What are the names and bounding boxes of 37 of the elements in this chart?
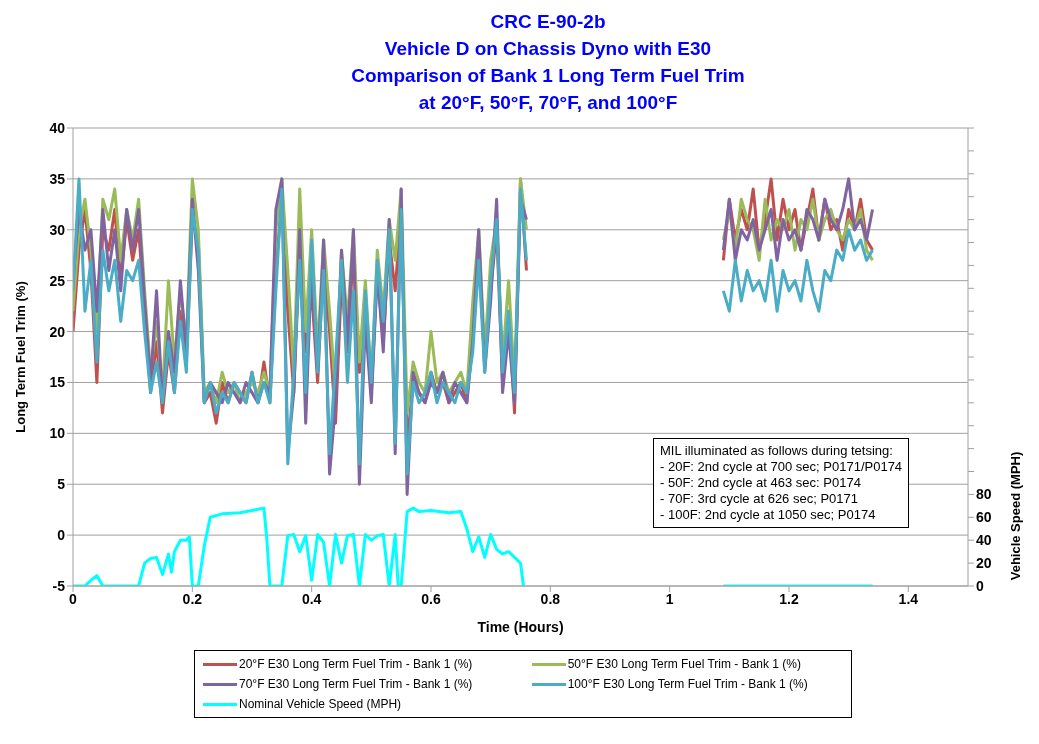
- annotation: - 20F: 2nd cycle at 700 sec; P0171/P0174: [660, 459, 903, 475]
- annotation: - 50F: 2nd cycle at 463 sec: P0174: [660, 475, 862, 491]
- annotation: - 100F: 2nd cycle at 1050 sec; P0174: [660, 507, 877, 523]
- x-axis-title: Time (Hours): [477, 619, 564, 635]
- legend-label: 20°F E30 Long Term Fuel Trim - Bank 1 (%): [239, 657, 473, 671]
- y2-axis-title: Vehicle Speed (MPH): [1008, 451, 1023, 581]
- y2-tick-label: 0: [976, 577, 984, 594]
- y-tick-label: 40: [49, 119, 66, 136]
- chart-title: CRC E-90-2b Vehicle D on Chassis Dyno with E30 Comparison of Bank 1 Long Term Fuel Trim at 20°F, 50°F, 70°F, and 100°F: [350, 10, 746, 115]
- x-tick-label: 1.2: [779, 590, 799, 607]
- legend-label: 50°F E30 Long Term Fuel Trim - Bank 1 (%): [567, 657, 801, 671]
- x-tick-label: 1.4: [898, 590, 919, 607]
- y-tick-label: 30: [49, 221, 66, 238]
- x-tick-label: 0.2: [182, 590, 203, 607]
- y-tick-label: 15: [49, 374, 66, 391]
- y-tick-label: 5: [57, 476, 66, 493]
- y-tick-label: 35: [49, 170, 66, 187]
- y-axis-title: Long Term Fuel Trim (%): [12, 281, 28, 433]
- annotation: - 70F: 3rd cycle at 626 sec; P0171: [660, 491, 859, 507]
- y-tick-label: 10: [49, 425, 66, 442]
- y-tick-label: 20: [49, 323, 66, 340]
- y2-tick-label: 40: [976, 532, 992, 549]
- x-tick-label: 0.8: [540, 590, 561, 607]
- legend-label: Nominal Vehicle Speed (MPH): [239, 697, 402, 711]
- legend-label: 70°F E30 Long Term Fuel Trim - Bank 1 (%): [239, 677, 473, 691]
- x-tick-label: 1: [665, 590, 674, 607]
- annotation: MIL illuminated as follows during tetsing:: [660, 443, 894, 459]
- x-tick-label: 0.4: [301, 590, 322, 607]
- x-tick-label: 0.6: [421, 590, 441, 607]
- legend-label: 100°F E30 Long Term Fuel Trim - Bank 1 (%): [567, 677, 808, 691]
- y2-tick-label: 60: [976, 509, 992, 526]
- y-tick-label: 0: [57, 527, 66, 544]
- x-tick-label: 0: [69, 590, 78, 607]
- y-tick-label: -5: [52, 577, 66, 594]
- y2-tick-label: 80: [976, 486, 992, 503]
- y2-tick-label: 20: [976, 555, 992, 572]
- y-tick-label: 25: [49, 272, 66, 289]
